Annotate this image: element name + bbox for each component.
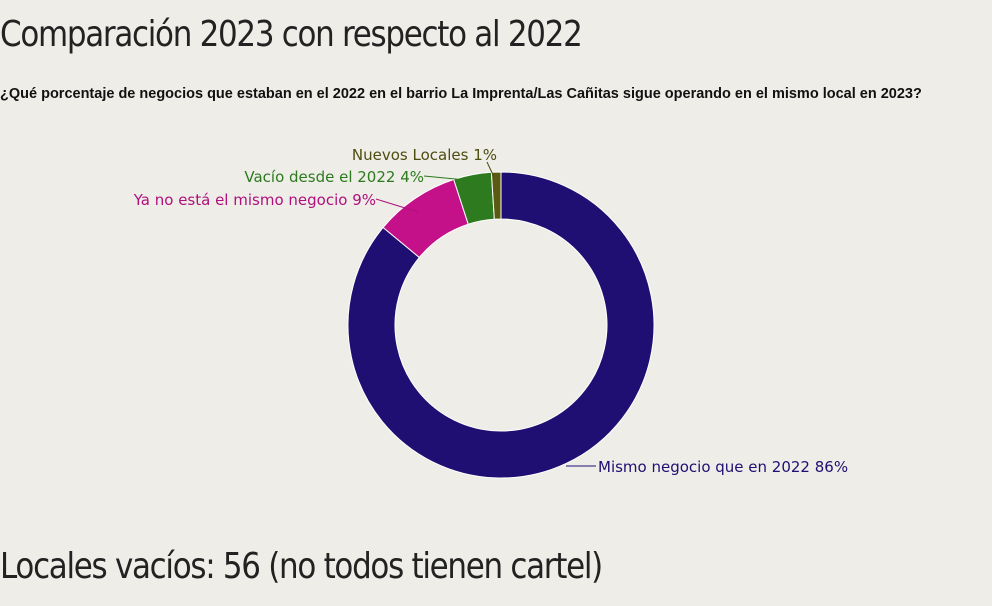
slice-leader-line-4 (486, 161, 495, 178)
donut-slice-1 (347, 171, 655, 479)
slice-leader-line-2 (375, 198, 419, 213)
donut-slice-4 (490, 171, 502, 220)
slice-label-4: Nuevos Locales 1% (352, 146, 497, 164)
slice-leader-line-3 (423, 175, 467, 181)
slice-label-2: Ya no está el mismo negocio 9% (133, 191, 376, 209)
chart-subtitle: ¿Qué porcentaje de negocios que estaban … (0, 86, 922, 102)
slice-label-3: Vacío desde el 2022 4% (244, 168, 424, 186)
slice-label-1: Mismo negocio que en 2022 86% (598, 458, 848, 476)
empty-stores-footer: Locales vacíos: 56 (no todos tienen cart… (0, 546, 603, 587)
chart-title: Comparación 2023 con respecto al 2022 (0, 14, 583, 55)
